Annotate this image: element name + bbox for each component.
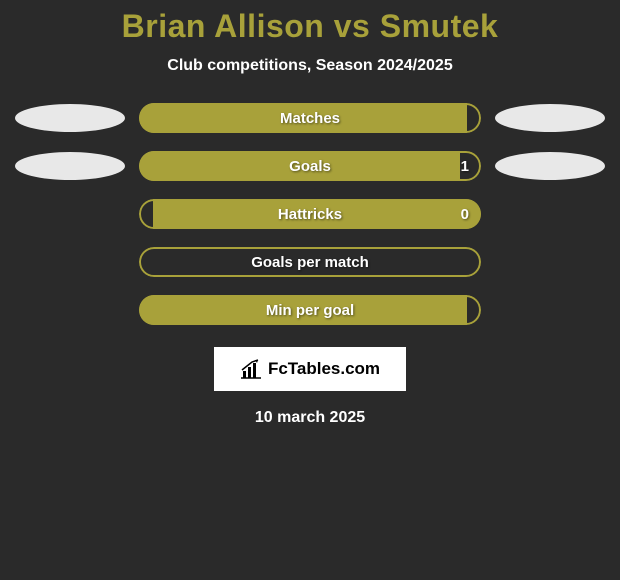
chart-icon [240,359,262,379]
stat-bar: Goals1 [139,151,481,181]
left-ellipse [15,248,125,276]
left-ellipse [15,104,125,132]
bar-label: Min per goal [139,295,481,325]
page-subtitle: Club competitions, Season 2024/2025 [167,57,452,75]
bars-container: Matches Goals1 Hattricks0 Goals per match Mi… [15,103,605,343]
bar-label: Matches [139,103,481,133]
bar-value-right: 0 [461,199,469,229]
right-ellipse [495,248,605,276]
bar-value-right: 1 [461,151,469,181]
stat-bar: Matches [139,103,481,133]
logo-text: FcTables.com [268,359,380,379]
stat-bar: Hattricks0 [139,199,481,229]
page-title: Brian Allison vs Smutek [122,8,499,45]
stat-row: Goals per match [15,247,605,277]
left-ellipse [15,296,125,324]
comparison-card: Brian Allison vs Smutek Club competition… [0,0,620,427]
right-ellipse [495,296,605,324]
bar-label: Goals per match [139,247,481,277]
right-ellipse [495,200,605,228]
date-text: 10 march 2025 [255,409,365,427]
left-ellipse [15,152,125,180]
stat-row: Matches [15,103,605,133]
logo-box[interactable]: FcTables.com [214,347,406,391]
right-ellipse [495,152,605,180]
stat-row: Min per goal [15,295,605,325]
stat-row: Goals1 [15,151,605,181]
bar-label: Hattricks [139,199,481,229]
bar-label: Goals [139,151,481,181]
right-ellipse [495,104,605,132]
stat-row: Hattricks0 [15,199,605,229]
left-ellipse [15,200,125,228]
stat-bar: Min per goal [139,295,481,325]
stat-bar: Goals per match [139,247,481,277]
